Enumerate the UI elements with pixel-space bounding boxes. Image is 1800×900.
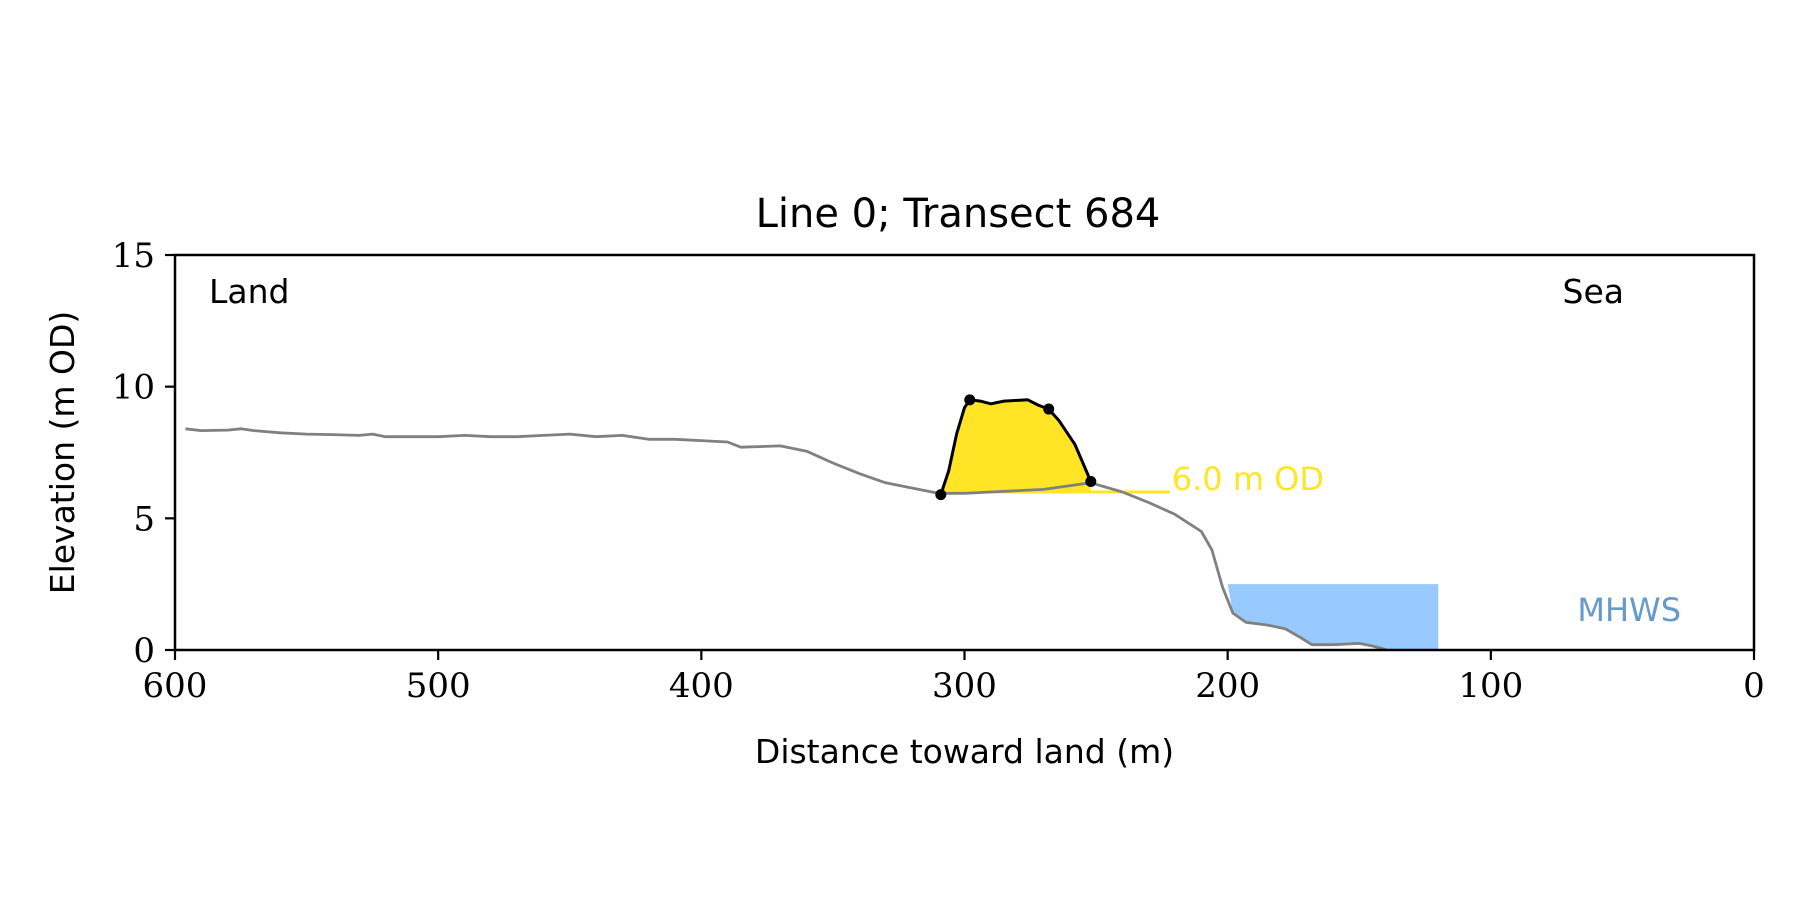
plot-area: 6.0 m OD MHWS <box>185 394 1681 651</box>
dune-marker-3 <box>1085 475 1097 487</box>
x-tick-label: 500 <box>406 666 471 706</box>
x-axis-label: Distance toward land (m) <box>755 732 1174 771</box>
x-tick-label: 600 <box>143 666 208 706</box>
threshold-label: 6.0 m OD <box>1172 460 1324 498</box>
dune-outline <box>939 398 1093 496</box>
y-axis: 0 5 10 15 <box>112 236 175 671</box>
y-tick-label: 5 <box>133 499 155 539</box>
y-tick-label: 15 <box>112 236 155 276</box>
x-tick-label: 300 <box>932 666 997 706</box>
sea-label: Sea <box>1563 272 1624 311</box>
y-axis-label: Elevation (m OD) <box>43 311 82 595</box>
x-tick-label: 100 <box>1458 666 1523 706</box>
x-tick-label: 200 <box>1195 666 1260 706</box>
land-label: Land <box>209 272 289 311</box>
dune-fill <box>940 399 1091 495</box>
x-tick-label: 400 <box>669 666 734 706</box>
mhws-fill <box>1227 584 1439 650</box>
dune-marker-2 <box>1043 403 1055 415</box>
mhws-label: MHWS <box>1577 591 1681 629</box>
x-axis: 600 500 400 300 200 100 0 <box>143 650 1765 706</box>
chart-title: Line 0; Transect 684 <box>756 191 1161 237</box>
dune-marker-0 <box>935 489 947 501</box>
x-tick-label: 0 <box>1743 666 1765 706</box>
dune-marker-1 <box>964 394 976 406</box>
y-tick-label: 0 <box>133 631 155 671</box>
dune-markers <box>935 394 1097 501</box>
y-tick-label: 10 <box>112 368 155 408</box>
profile-line <box>185 427 1386 651</box>
